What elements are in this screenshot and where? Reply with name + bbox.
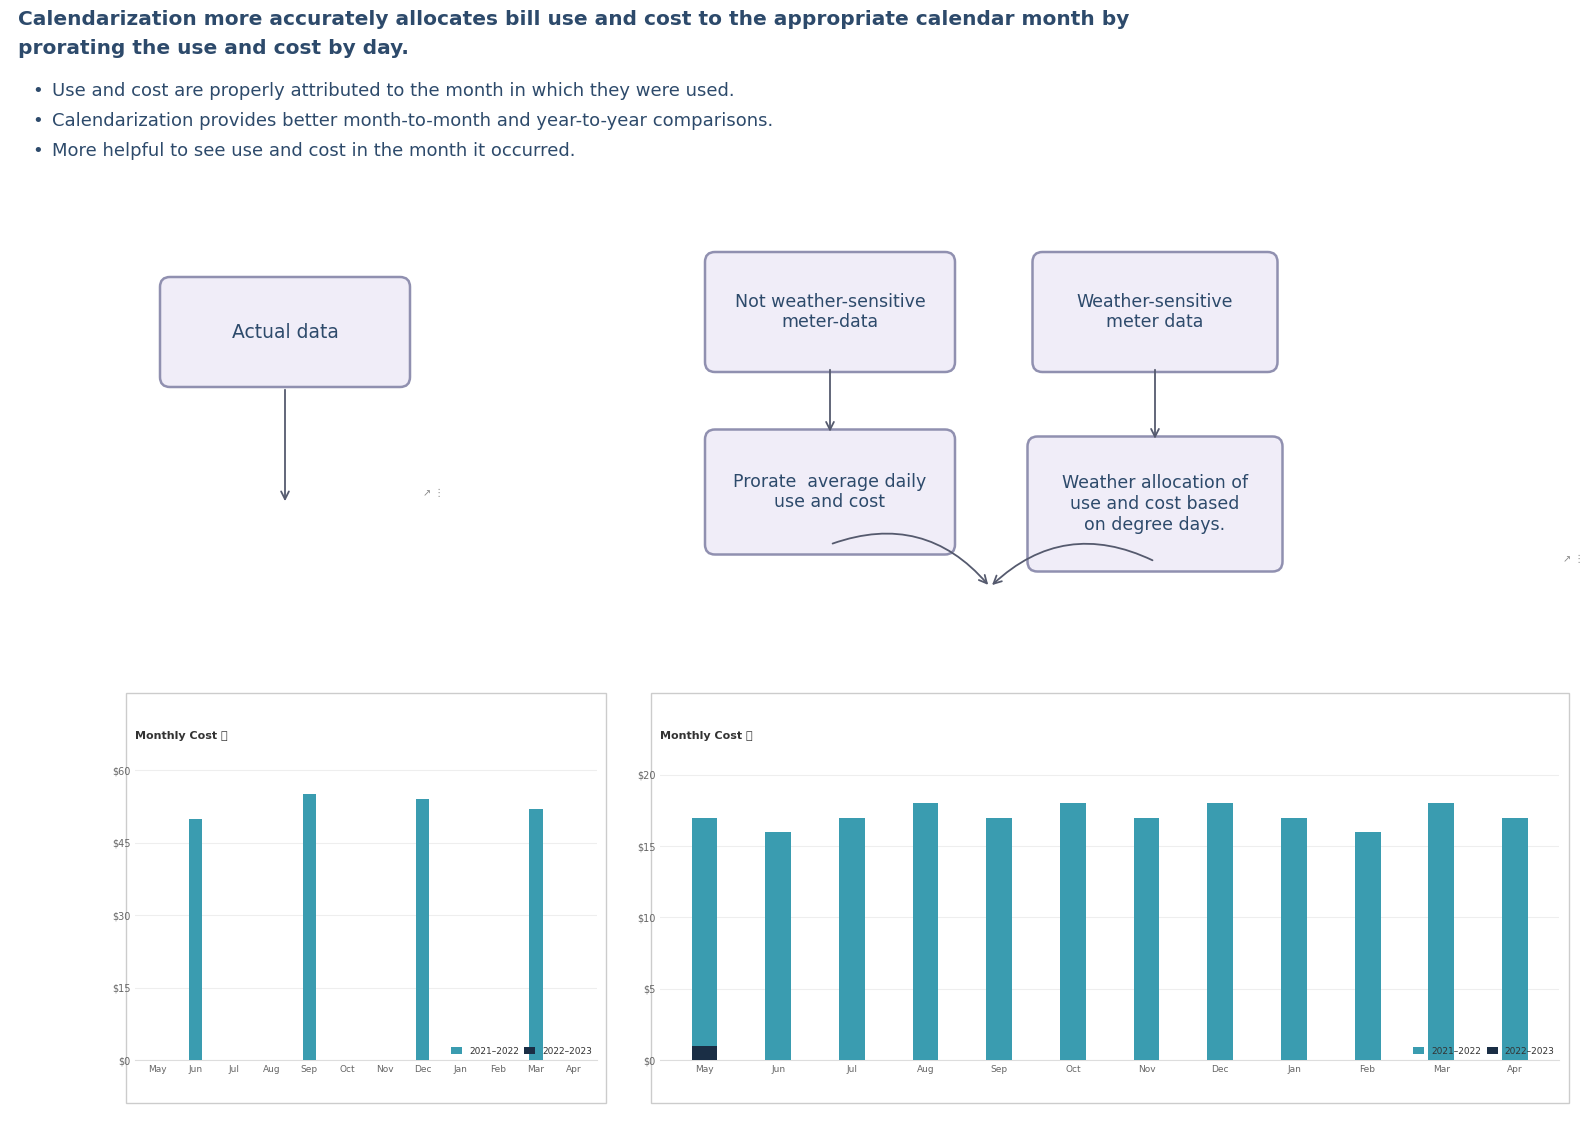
Bar <box>986 818 1012 1060</box>
Legend: 2021–2022, 2022–2023: 2021–2022, 2022–2023 <box>450 1047 592 1056</box>
Bar <box>692 818 718 1060</box>
FancyBboxPatch shape <box>705 430 955 554</box>
Text: •: • <box>32 142 43 160</box>
Bar <box>692 1046 718 1060</box>
Bar <box>1281 818 1306 1060</box>
Text: ↗ ⋮: ↗ ⋮ <box>1562 554 1585 564</box>
Text: prorating the use and cost by day.: prorating the use and cost by day. <box>18 39 409 58</box>
Text: Monthly Cost ⓘ: Monthly Cost ⓘ <box>135 732 228 742</box>
Text: Weather-sensitive
meter data: Weather-sensitive meter data <box>1077 293 1233 331</box>
Bar <box>189 819 202 1060</box>
Bar <box>1502 818 1527 1060</box>
Bar <box>1208 803 1233 1060</box>
Text: More helpful to see use and cost in the month it occurred.: More helpful to see use and cost in the … <box>53 142 576 160</box>
Text: Weather allocation of
use and cost based
on degree days.: Weather allocation of use and cost based… <box>1061 475 1247 534</box>
Text: Monthly Cost ⓘ: Monthly Cost ⓘ <box>660 732 753 742</box>
Legend: 2021–2022, 2022–2023: 2021–2022, 2022–2023 <box>1413 1047 1554 1056</box>
Bar <box>1354 831 1381 1060</box>
Text: Prorate  average daily
use and cost: Prorate average daily use and cost <box>733 472 926 512</box>
FancyBboxPatch shape <box>161 277 410 387</box>
Text: Calendarization more accurately allocates bill use and cost to the appropriate c: Calendarization more accurately allocate… <box>18 10 1130 29</box>
Bar <box>1060 803 1085 1060</box>
Bar <box>838 818 866 1060</box>
Bar <box>530 809 543 1060</box>
Text: ↗ ⋮: ↗ ⋮ <box>423 488 444 498</box>
Text: Actual data: Actual data <box>232 322 339 341</box>
Text: •: • <box>32 112 43 130</box>
Bar <box>415 799 430 1060</box>
Text: Use and cost are properly attributed to the month in which they were used.: Use and cost are properly attributed to … <box>53 82 735 100</box>
Bar <box>765 831 791 1060</box>
Bar <box>1429 803 1454 1060</box>
Bar <box>1134 818 1160 1060</box>
Bar <box>913 803 939 1060</box>
FancyBboxPatch shape <box>1028 436 1282 571</box>
Text: Calendarization provides better month-to-month and year-to-year comparisons.: Calendarization provides better month-to… <box>53 112 773 130</box>
Text: •: • <box>32 82 43 100</box>
FancyBboxPatch shape <box>705 252 955 373</box>
FancyBboxPatch shape <box>1033 252 1278 373</box>
Text: Not weather-sensitive
meter-data: Not weather-sensitive meter-data <box>735 293 926 331</box>
Bar <box>302 794 317 1060</box>
